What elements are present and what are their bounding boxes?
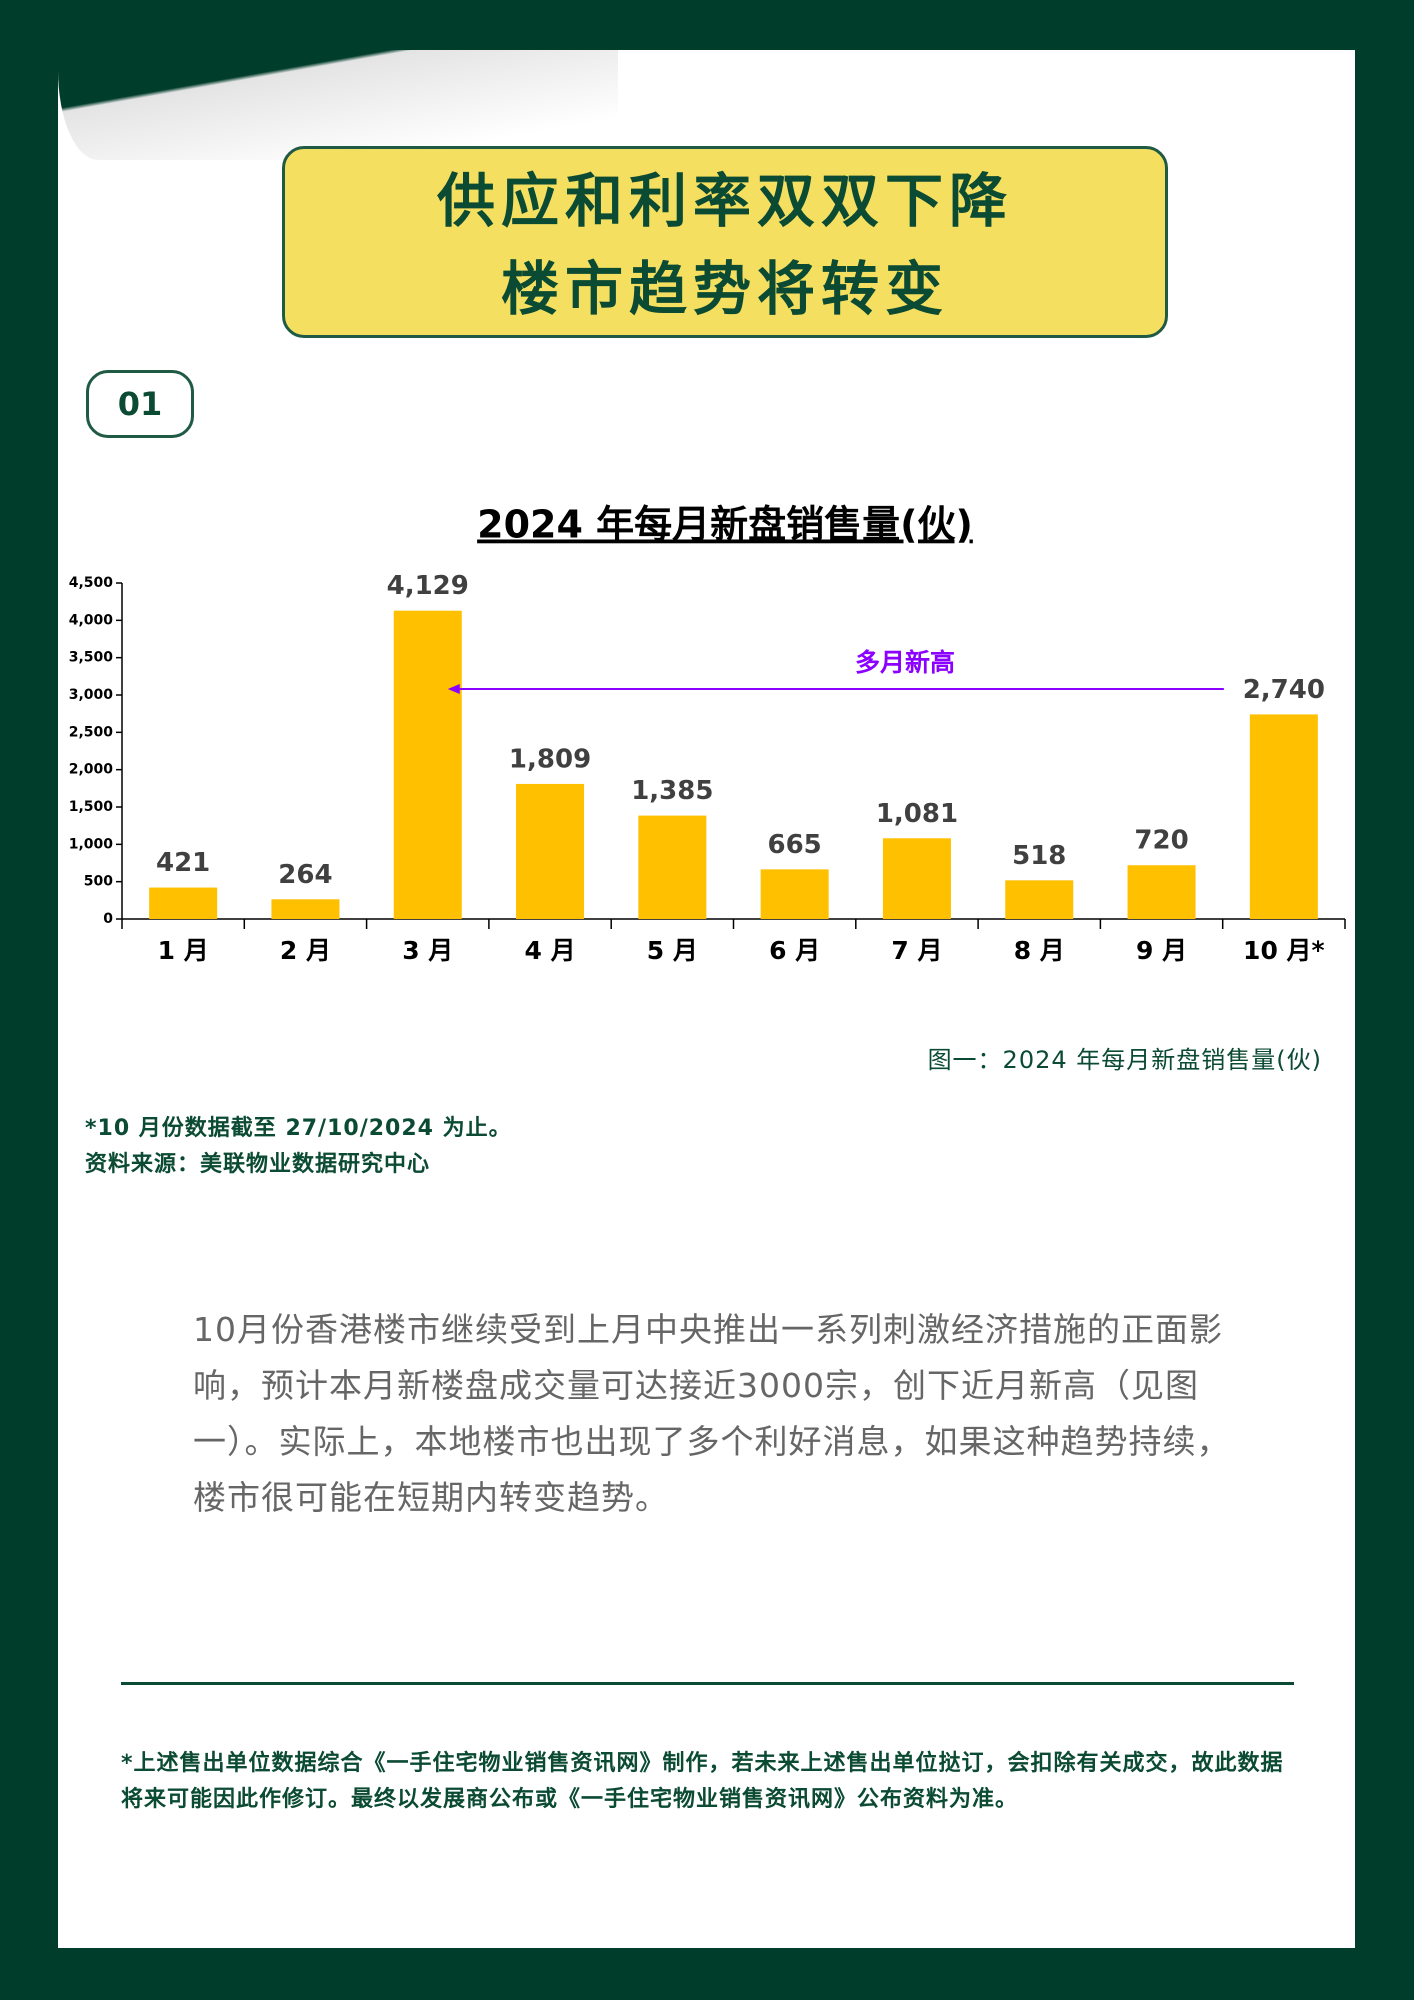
- x-tick-label: 4 月: [524, 936, 575, 965]
- data-label: 421: [156, 848, 210, 878]
- y-tick-label: 0: [103, 911, 113, 927]
- data-label: 1,809: [509, 744, 591, 774]
- bar: [393, 610, 462, 919]
- y-tick-label: 1,000: [69, 836, 114, 852]
- chart: 2024 年每月新盘销售量(伙) 0 500 1,000 1,500 2,000 2,50…: [69, 503, 1346, 965]
- title-line: 楼市趋势将转变: [500, 255, 949, 323]
- x-tick-label: 5 月: [647, 936, 698, 965]
- bar: [638, 815, 707, 919]
- chart-title: 2024 年每月新盘销售量(伙): [477, 503, 973, 547]
- y-tick-label: 3,000: [69, 687, 114, 703]
- bar: [882, 838, 951, 919]
- bar: [1127, 865, 1196, 919]
- x-tick-label: 7 月: [891, 936, 942, 965]
- x-tick-label: 6 月: [769, 936, 820, 965]
- data-label: 1,081: [876, 799, 958, 829]
- x-tick-label: 3 月: [402, 936, 453, 965]
- x-tick-label: 2 月: [280, 936, 331, 965]
- y-tick-label: 2,000: [69, 762, 114, 778]
- page-curl: [58, 50, 618, 160]
- data-label: 4,129: [387, 571, 469, 601]
- bar: [271, 899, 340, 919]
- bar: [760, 869, 829, 919]
- y-tick-label: 3,500: [69, 650, 114, 666]
- note: 资料来源：美联物业数据研究中心: [85, 1152, 431, 1177]
- bar: [1005, 880, 1074, 919]
- x-tick-label: 10 月*: [1243, 936, 1325, 965]
- data-label: 518: [1012, 841, 1066, 871]
- page-sheet: [58, 50, 1355, 1948]
- y-tick-label: 1,500: [69, 799, 114, 815]
- y-tick-label: 500: [84, 874, 113, 890]
- title-line: 供应和利率双双下降: [436, 167, 1013, 235]
- data-label: 2,740: [1243, 675, 1325, 705]
- arrow-head: [447, 684, 460, 694]
- y-tick-label: 4,000: [69, 612, 114, 628]
- data-label: 264: [278, 860, 332, 890]
- x-tick-label: 9 月: [1136, 936, 1187, 965]
- y-tick-label: 2,500: [69, 724, 114, 740]
- title-box: 供应和利率双双下降 楼市趋势将转变: [282, 146, 1168, 338]
- y-tick-label: 4,500: [69, 575, 114, 591]
- divider: [121, 1682, 1294, 1685]
- chart-caption: 图一：2024 年每月新盘销售量(伙): [927, 1046, 1322, 1074]
- section-badge: 01: [86, 370, 194, 438]
- footnote: *上述售出单位数据综合《一手住宅物业销售资讯网》制作，若未来上述售出单位挞订，会…: [121, 1751, 1284, 1812]
- body-text: 10月份香港楼市继续受到上月中央推出一系列刺激经济措施的正面影响，预计本月新楼盘…: [193, 1310, 1231, 1517]
- note: *10 月份数据截至 27/10/2024 为止。: [85, 1116, 512, 1141]
- data-label: 665: [768, 830, 822, 860]
- x-tick-label: 1 月: [158, 936, 209, 965]
- bar: [1249, 714, 1318, 919]
- annotation: 多月新高: [855, 648, 955, 677]
- bar: [516, 783, 585, 919]
- bar: [149, 887, 218, 919]
- x-tick-label: 8 月: [1014, 936, 1065, 965]
- data-label: 720: [1134, 826, 1188, 856]
- data-label: 1,385: [631, 776, 713, 806]
